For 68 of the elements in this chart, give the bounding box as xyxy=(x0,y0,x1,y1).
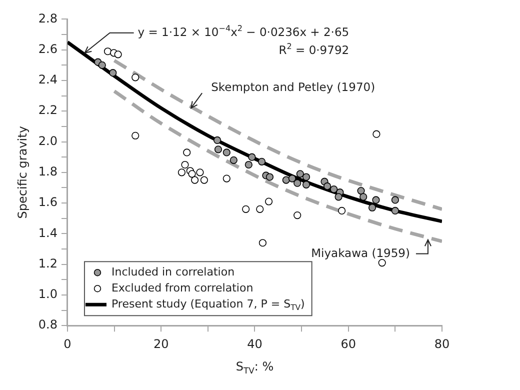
point xyxy=(294,211,302,220)
point xyxy=(181,160,189,169)
y-tick-label: 1.0 xyxy=(38,287,58,302)
point xyxy=(294,179,302,187)
point xyxy=(330,185,338,194)
point xyxy=(264,198,273,206)
y-tick-label: 1.2 xyxy=(38,256,58,270)
x-tick-label: 60 xyxy=(340,336,356,351)
x-tick-label: 80 xyxy=(434,336,450,351)
point xyxy=(378,258,386,267)
point xyxy=(266,173,274,181)
point xyxy=(196,168,204,176)
point xyxy=(104,48,112,56)
point xyxy=(244,160,252,169)
point xyxy=(191,176,199,184)
point xyxy=(132,74,140,82)
x-tick-label: 40 xyxy=(247,336,262,351)
point xyxy=(338,206,346,214)
point xyxy=(132,132,140,140)
point xyxy=(200,176,208,184)
y-tick-label: 2.0 xyxy=(38,134,58,148)
y-tick-label: 0.8 xyxy=(38,318,58,332)
point xyxy=(114,50,122,58)
line-series xyxy=(67,40,442,224)
line-series xyxy=(112,58,442,211)
y-tick-label: 2.2 xyxy=(38,103,58,118)
point xyxy=(302,180,310,188)
point xyxy=(242,205,250,213)
annotation: Skempton and Petley (1970) xyxy=(211,80,376,94)
point xyxy=(296,170,304,178)
y-tick-label: 1.4 xyxy=(38,226,58,240)
point xyxy=(183,148,191,156)
point xyxy=(368,204,376,212)
x-tick-label: 20 xyxy=(153,336,169,351)
point xyxy=(372,196,380,204)
point xyxy=(188,170,196,178)
point xyxy=(213,136,222,144)
point xyxy=(282,176,290,184)
y-axis-title: Specific gravity xyxy=(15,126,30,219)
legend-label: Included in correlation xyxy=(111,265,235,278)
x-tick-label: 0 xyxy=(64,336,72,351)
point xyxy=(109,69,117,77)
point xyxy=(258,239,266,247)
point xyxy=(302,173,310,181)
point xyxy=(334,193,342,201)
point xyxy=(288,174,296,182)
point xyxy=(98,61,106,69)
point xyxy=(357,186,365,195)
legend-label: Excluded from correlation xyxy=(111,281,254,294)
point xyxy=(230,156,238,164)
point xyxy=(258,158,266,166)
y-tick-label: 2.8 xyxy=(38,11,58,26)
point xyxy=(372,130,380,138)
point xyxy=(391,206,399,214)
point xyxy=(222,148,230,156)
point xyxy=(248,153,256,161)
point xyxy=(391,196,399,204)
y-tick-label: 2.4 xyxy=(38,72,58,87)
y-tick-label: 2.6 xyxy=(38,42,58,56)
annotation: Miyakawa (1959) xyxy=(311,246,410,260)
point xyxy=(214,146,222,154)
point xyxy=(324,182,332,190)
y-tick-label: 1.6 xyxy=(38,195,58,210)
point xyxy=(360,193,368,201)
y-tick-label: 1.8 xyxy=(38,164,58,179)
point xyxy=(256,205,264,213)
point xyxy=(222,174,230,182)
point xyxy=(178,168,186,176)
